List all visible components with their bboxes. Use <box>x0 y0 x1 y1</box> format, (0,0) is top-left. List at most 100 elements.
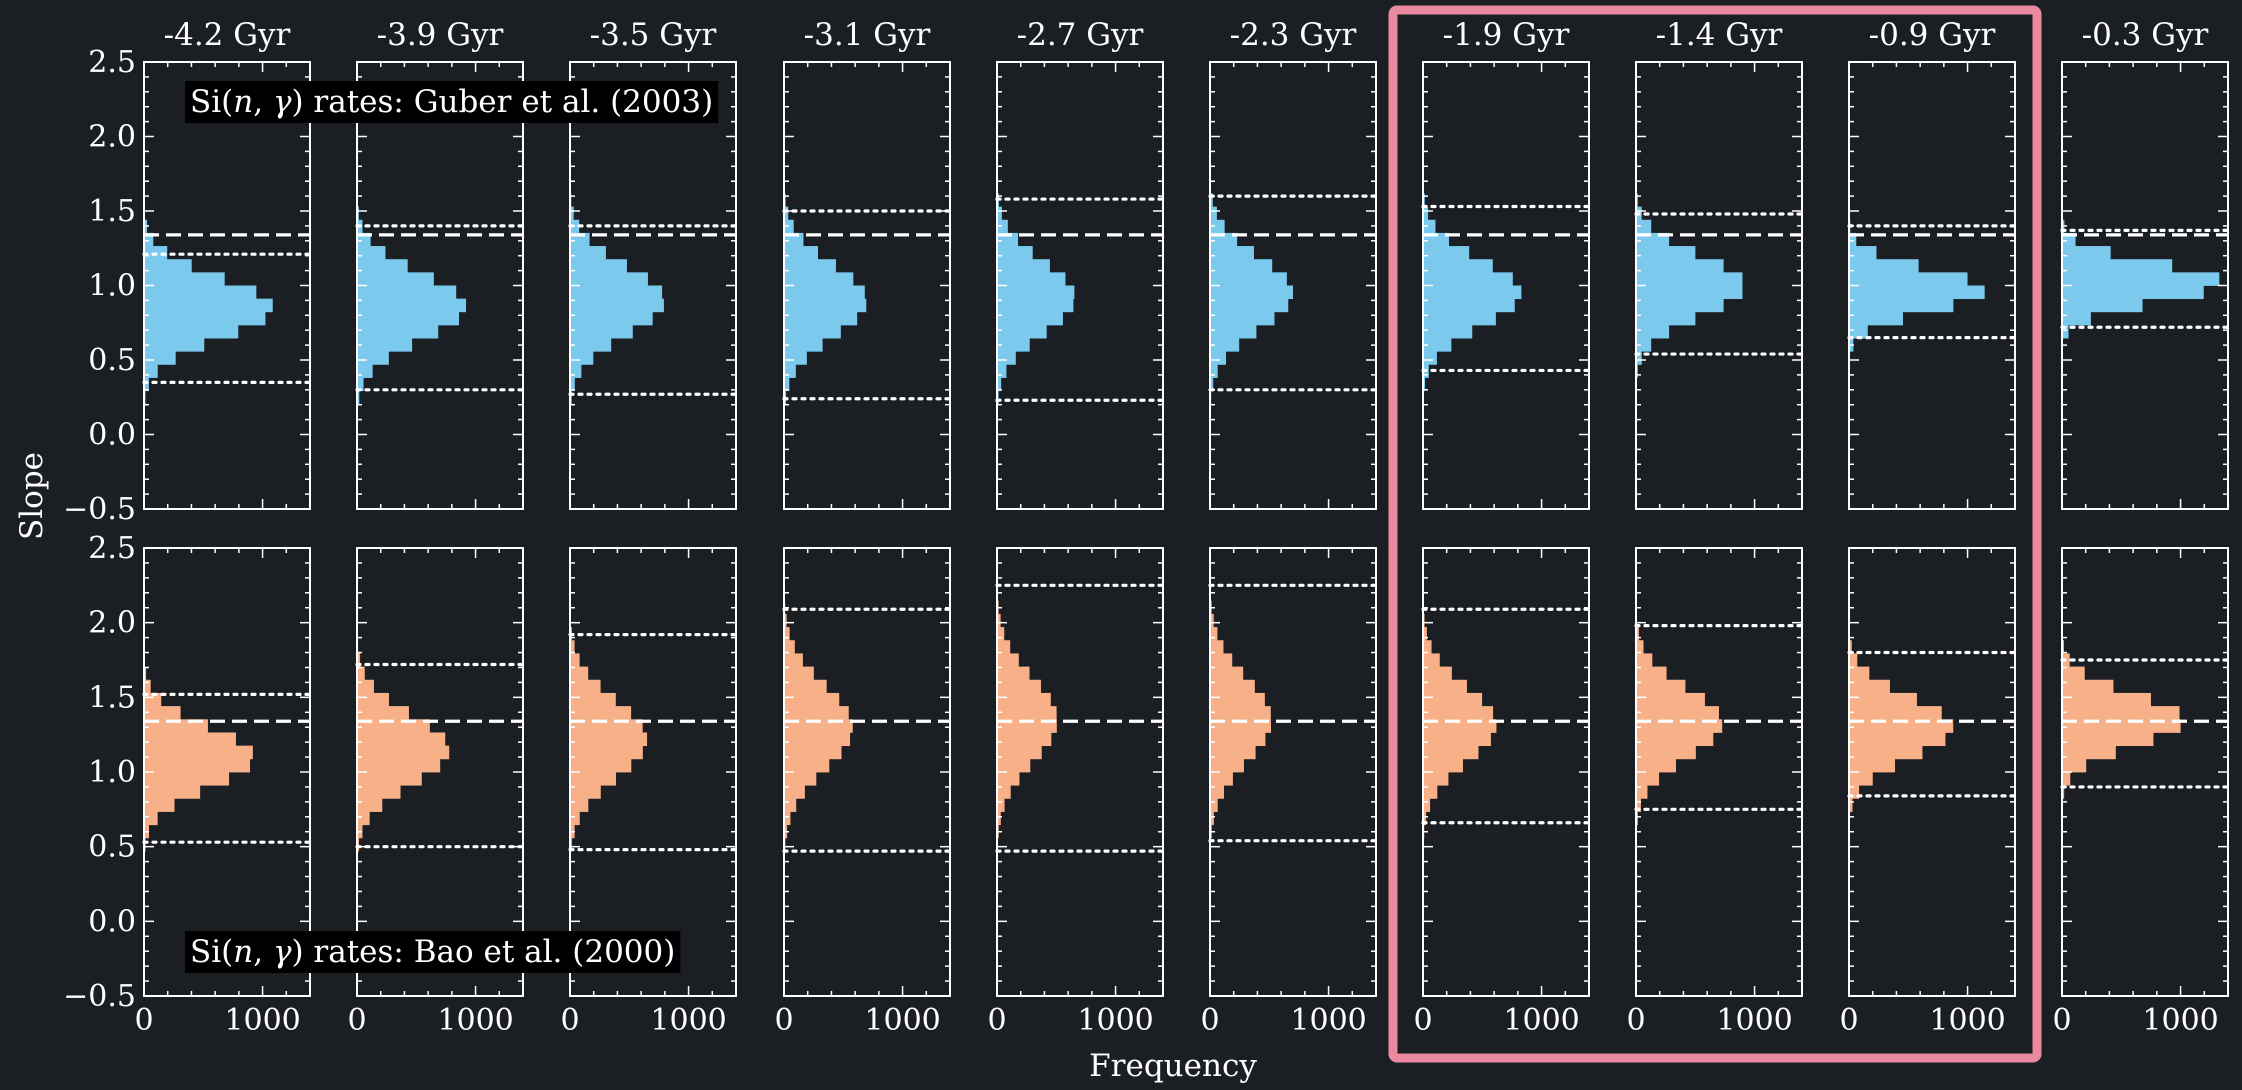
histogram-bar <box>570 653 580 667</box>
panel-r2-c4: 0 1000 <box>774 547 952 1038</box>
histogram-bar <box>784 758 830 773</box>
column-title: -4.2 Gyr <box>164 17 291 53</box>
histogram-bar <box>1423 338 1452 352</box>
histogram-bar <box>1210 193 1213 208</box>
histogram-bar <box>1210 246 1254 260</box>
y-tick-label: 1.0 <box>88 755 136 790</box>
histogram-bar <box>784 351 807 365</box>
histogram-bar <box>997 338 1030 352</box>
x-tick-label: 1000 <box>437 1003 513 1038</box>
histogram-bar <box>357 351 389 365</box>
histogram-bar <box>2062 745 2116 760</box>
x-tick-label: 1000 <box>1503 1003 1579 1038</box>
panel-r2-c7: 0 1000 <box>1413 547 1591 1038</box>
x-tick-label: 1000 <box>1290 1003 1366 1038</box>
histogram-bar <box>784 745 842 760</box>
panel-r2-c9: 0 1000 <box>1839 547 2017 1038</box>
histogram-bar <box>144 338 205 352</box>
histogram-bar <box>1849 285 1985 300</box>
histogram-bar <box>997 377 1002 392</box>
histogram-bar <box>1849 745 1923 760</box>
histogram-bar <box>784 785 805 799</box>
column-title: -3.5 Gyr <box>590 17 717 53</box>
histogram-bar <box>1423 653 1440 667</box>
histogram-bar <box>784 640 795 654</box>
annotation-text: Si(n, γ) rates: Guber et al. (2003) <box>190 84 713 120</box>
histogram-bar <box>1423 206 1429 221</box>
histogram-bar <box>570 785 601 799</box>
histogram-bar <box>997 666 1030 681</box>
histogram-bar <box>1636 653 1653 667</box>
histogram-bar <box>570 272 648 286</box>
panel-r2-c2: 0 1000 <box>347 547 525 1038</box>
histogram-bar <box>144 798 175 812</box>
histogram-bar <box>357 324 439 339</box>
histogram-bar <box>1210 272 1287 286</box>
y-tick-label: 0.5 <box>88 830 136 865</box>
histogram-bar <box>357 837 360 852</box>
histogram-bar <box>2062 272 2220 286</box>
histogram-bar <box>357 679 374 694</box>
histogram-bar <box>1849 798 1853 812</box>
panel-r1-c3: -3.5 Gyr <box>568 17 738 510</box>
histogram-bar <box>784 206 789 221</box>
column-title: -1.9 Gyr <box>1443 17 1570 53</box>
histogram-bar <box>1636 745 1696 760</box>
histogram-bar <box>357 758 441 773</box>
histogram-bar <box>1636 785 1648 799</box>
histogram-bar <box>2062 285 2204 300</box>
histogram-bar <box>357 246 386 260</box>
histogram-bar <box>1210 338 1240 352</box>
histogram-bar <box>2062 785 2065 799</box>
histogram-bar <box>1849 785 1860 799</box>
histogram-bar <box>357 732 446 747</box>
x-tick-label: 0 <box>1839 1003 1858 1038</box>
histogram-bar <box>1636 219 1652 234</box>
x-tick-label: 1000 <box>650 1003 726 1038</box>
histogram-bar <box>2062 311 2091 326</box>
histogram-bar <box>2062 666 2085 681</box>
histogram-bar <box>997 351 1016 365</box>
panel-r2-c10: 0 1000 <box>2052 547 2230 1038</box>
histogram-bar <box>570 772 617 786</box>
histogram-bar <box>570 745 643 760</box>
histogram-bar <box>144 667 147 681</box>
row-annotation: Si(n, γ) rates: Guber et al. (2003) <box>185 81 719 123</box>
histogram-bar <box>1636 627 1639 641</box>
histogram-bar <box>997 706 1057 720</box>
histogram-bar <box>357 772 422 786</box>
column-title: -2.7 Gyr <box>1017 17 1144 53</box>
histogram-bar <box>784 364 796 378</box>
histogram-bar <box>570 679 601 694</box>
histogram-bar <box>1849 259 1919 273</box>
x-tick-label: 1000 <box>1716 1003 1792 1038</box>
x-tick-label: 1000 <box>224 1003 300 1038</box>
histogram-bar <box>1423 377 1426 392</box>
histogram-bar <box>357 745 450 760</box>
histogram-bar <box>997 311 1063 326</box>
histogram-bar <box>997 640 1011 654</box>
histogram-bar <box>1636 272 1743 286</box>
histogram-bar <box>997 324 1047 339</box>
histogram-bar <box>357 338 413 352</box>
histogram-bar <box>144 745 253 760</box>
histogram-bar <box>1849 692 1917 707</box>
x-tick-label: 0 <box>987 1003 1006 1038</box>
histogram-bar <box>1210 666 1244 681</box>
histogram-bar <box>1849 666 1870 681</box>
histogram-bar <box>1423 666 1452 681</box>
histogram-bar <box>1210 298 1289 313</box>
histogram-bar <box>1210 324 1257 339</box>
histogram-bar <box>1423 272 1513 286</box>
histogram-bar <box>1636 640 1644 654</box>
histogram-bar <box>570 364 582 378</box>
y-tick-label: 1.5 <box>88 194 136 229</box>
y-tick-label: 0.0 <box>88 904 136 939</box>
histogram-bar <box>570 206 574 221</box>
histogram-bar <box>357 706 409 720</box>
histogram-bar <box>1636 246 1696 260</box>
histogram-bar <box>784 679 827 694</box>
histogram-bar <box>1423 246 1470 260</box>
histogram-bar <box>1423 732 1491 747</box>
